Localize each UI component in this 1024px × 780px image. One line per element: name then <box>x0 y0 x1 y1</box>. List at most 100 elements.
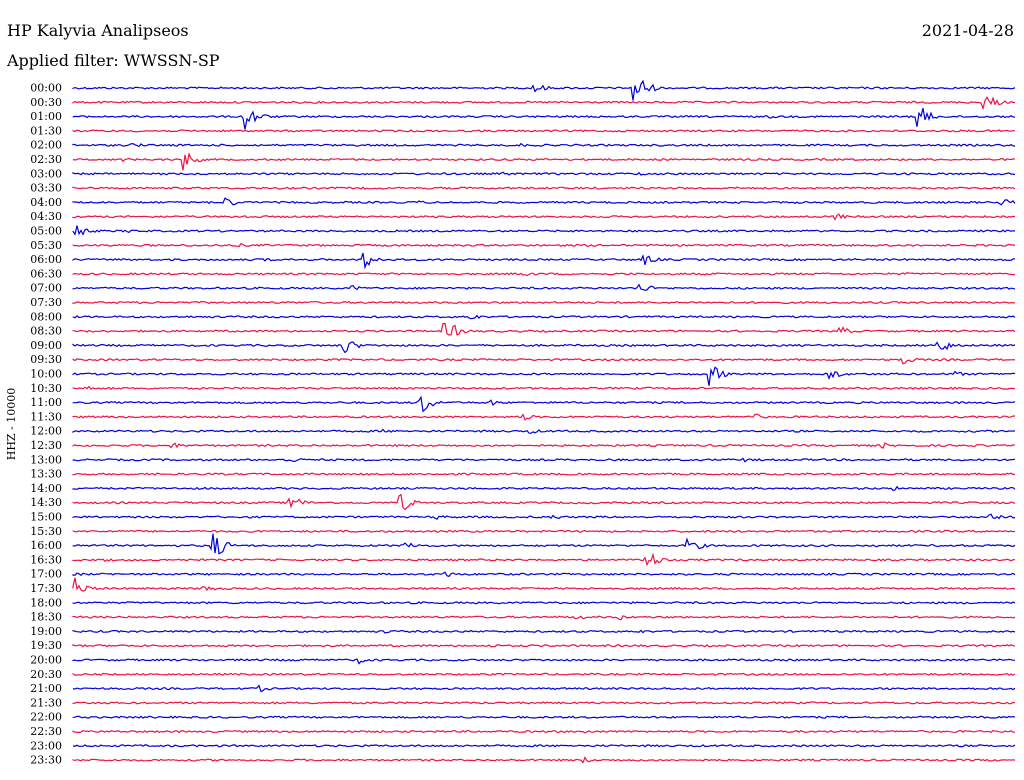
trace-line <box>72 413 1016 421</box>
time-label: 01:00 <box>30 110 62 123</box>
time-label: 10:00 <box>30 368 62 381</box>
time-label: 03:00 <box>30 167 62 180</box>
time-label: 03:30 <box>30 182 62 195</box>
time-label: 07:30 <box>30 296 62 309</box>
time-label: 09:30 <box>30 353 62 366</box>
trace-line <box>72 756 1016 764</box>
trace-line <box>72 197 1016 206</box>
trace-line <box>72 272 1016 277</box>
trace-line <box>72 395 1016 413</box>
trace-line <box>72 95 1016 111</box>
time-label: 19:00 <box>30 625 62 638</box>
time-label: 13:30 <box>30 468 62 481</box>
trace-line <box>72 571 1016 578</box>
time-label: 12:00 <box>30 425 62 438</box>
time-label: 00:30 <box>30 96 62 109</box>
time-label: 05:00 <box>30 225 62 238</box>
trace-line <box>72 385 1016 391</box>
time-label: 16:30 <box>30 553 62 566</box>
trace-line <box>72 366 1016 386</box>
time-label: 08:00 <box>30 310 62 323</box>
trace-line <box>72 314 1016 320</box>
time-label: 06:00 <box>30 253 62 266</box>
trace-line <box>72 601 1016 605</box>
time-label: 23:30 <box>30 754 62 767</box>
time-label: 20:00 <box>30 654 62 667</box>
trace-line <box>72 643 1016 648</box>
trace-line <box>72 513 1016 520</box>
time-label: 15:00 <box>30 511 62 524</box>
time-label: 08:30 <box>30 325 62 338</box>
time-label: 14:30 <box>30 496 62 509</box>
trace-line <box>72 729 1016 734</box>
trace-lines <box>72 79 1016 764</box>
time-label: 17:00 <box>30 568 62 581</box>
filter-label: Applied filter: WWSSN-SP <box>6 51 220 70</box>
time-label: 09:00 <box>30 339 62 352</box>
time-label: 16:00 <box>30 539 62 552</box>
trace-line <box>72 252 1016 270</box>
time-label: 20:30 <box>30 668 62 681</box>
trace-line <box>72 493 1016 511</box>
trace-line <box>72 129 1016 133</box>
time-label: 02:30 <box>30 153 62 166</box>
time-label: 11:00 <box>30 396 62 409</box>
time-label: 18:00 <box>30 596 62 609</box>
trace-line <box>72 672 1016 676</box>
trace-line <box>72 186 1016 190</box>
trace-line <box>72 457 1016 463</box>
trace-line <box>72 658 1016 665</box>
time-label: 05:30 <box>30 239 62 252</box>
trace-line <box>72 629 1016 634</box>
time-label: 06:30 <box>30 267 62 280</box>
trace-line <box>72 283 1016 291</box>
time-label: 15:30 <box>30 525 62 538</box>
time-label: 11:30 <box>30 410 62 423</box>
trace-line <box>72 322 1016 336</box>
trace-line <box>72 341 1016 354</box>
time-label: 22:30 <box>30 725 62 738</box>
time-label: 13:00 <box>30 453 62 466</box>
trace-line <box>72 577 1016 592</box>
date-label: 2021-04-28 <box>922 21 1014 40</box>
time-label: 21:30 <box>30 696 62 709</box>
trace-line <box>72 472 1015 476</box>
trace-line <box>72 300 1016 305</box>
trace-line <box>72 615 1016 621</box>
trace-line <box>72 485 1016 491</box>
time-label: 19:30 <box>30 639 62 652</box>
time-label: 23:00 <box>30 739 62 752</box>
trace-line <box>72 701 1016 705</box>
trace-line <box>72 225 1016 236</box>
time-label: 18:30 <box>30 611 62 624</box>
time-label: 02:00 <box>30 139 62 152</box>
trace-line <box>72 715 1016 719</box>
time-label: 04:30 <box>30 210 62 223</box>
trace-line <box>72 744 1016 748</box>
time-label: 22:00 <box>30 711 62 724</box>
trace-line <box>72 213 1016 221</box>
time-label: 17:30 <box>30 582 62 595</box>
time-label: 01:30 <box>30 124 62 137</box>
trace-line <box>72 529 1016 533</box>
trace-line <box>72 107 1016 130</box>
trace-line <box>72 242 1016 248</box>
time-label: 14:00 <box>30 482 62 495</box>
channel-label: HHZ - 10000 <box>5 388 18 461</box>
trace-line <box>72 357 1016 365</box>
trace-line <box>72 79 1016 101</box>
station-title: HP Kalyvia Analipseos <box>7 21 189 40</box>
time-label: 12:30 <box>30 439 62 452</box>
trace-line <box>72 442 1016 449</box>
time-label: 21:00 <box>30 682 62 695</box>
trace-line <box>72 142 1016 148</box>
time-label: 10:30 <box>30 382 62 395</box>
trace-line <box>72 428 1016 434</box>
time-label: 07:00 <box>30 282 62 295</box>
time-label: 04:00 <box>30 196 62 209</box>
trace-line <box>72 152 1016 171</box>
trace-line <box>72 171 1016 176</box>
time-label: 00:00 <box>30 82 62 95</box>
